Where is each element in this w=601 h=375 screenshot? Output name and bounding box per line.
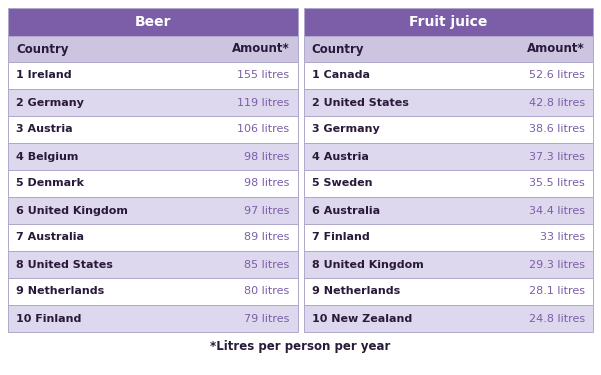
Text: 9 Netherlands: 9 Netherlands xyxy=(16,286,104,297)
Text: 80 litres: 80 litres xyxy=(244,286,290,297)
Text: 97 litres: 97 litres xyxy=(244,206,290,216)
Bar xyxy=(304,8,593,36)
Text: 6 United Kingdom: 6 United Kingdom xyxy=(16,206,128,216)
Text: 8 United States: 8 United States xyxy=(16,260,113,270)
Text: 85 litres: 85 litres xyxy=(244,260,290,270)
Text: 7 Australia: 7 Australia xyxy=(16,232,84,243)
Text: 98 litres: 98 litres xyxy=(244,152,290,162)
Text: 5 Denmark: 5 Denmark xyxy=(16,178,84,189)
Bar xyxy=(8,305,297,332)
Text: 52.6 litres: 52.6 litres xyxy=(529,70,585,81)
Bar xyxy=(304,36,593,62)
Bar xyxy=(8,36,297,62)
Text: 24.8 litres: 24.8 litres xyxy=(529,314,585,324)
Text: 106 litres: 106 litres xyxy=(237,124,290,135)
Bar xyxy=(8,116,297,143)
Text: 9 Netherlands: 9 Netherlands xyxy=(311,286,400,297)
Text: 98 litres: 98 litres xyxy=(244,178,290,189)
Bar xyxy=(304,305,593,332)
Bar xyxy=(8,89,297,116)
Bar xyxy=(304,62,593,89)
Text: 5 Sweden: 5 Sweden xyxy=(311,178,372,189)
Text: 79 litres: 79 litres xyxy=(244,314,290,324)
Bar xyxy=(304,251,593,278)
Text: 2 Germany: 2 Germany xyxy=(16,98,84,108)
Text: 119 litres: 119 litres xyxy=(237,98,290,108)
Text: 1 Ireland: 1 Ireland xyxy=(16,70,72,81)
Text: 33 litres: 33 litres xyxy=(540,232,585,243)
Bar xyxy=(8,8,297,36)
Bar xyxy=(8,170,297,197)
Text: Country: Country xyxy=(16,42,69,56)
Text: Fruit juice: Fruit juice xyxy=(409,15,487,29)
Bar xyxy=(8,251,297,278)
Text: 4 Austria: 4 Austria xyxy=(311,152,368,162)
Text: Amount*: Amount* xyxy=(232,42,290,56)
Text: 8 United Kingdom: 8 United Kingdom xyxy=(311,260,423,270)
Text: 7 Finland: 7 Finland xyxy=(311,232,369,243)
Bar xyxy=(304,197,593,224)
Bar xyxy=(304,143,593,170)
Text: 10 New Zealand: 10 New Zealand xyxy=(311,314,412,324)
Text: Beer: Beer xyxy=(135,15,171,29)
Bar xyxy=(8,197,297,224)
Bar xyxy=(8,62,297,89)
Text: Amount*: Amount* xyxy=(527,42,585,56)
Text: 155 litres: 155 litres xyxy=(237,70,290,81)
Bar xyxy=(8,143,297,170)
Text: 42.8 litres: 42.8 litres xyxy=(529,98,585,108)
Text: 3 Germany: 3 Germany xyxy=(311,124,379,135)
Text: 2 United States: 2 United States xyxy=(311,98,408,108)
Bar xyxy=(304,89,593,116)
Bar xyxy=(8,278,297,305)
Text: 4 Belgium: 4 Belgium xyxy=(16,152,78,162)
Text: 89 litres: 89 litres xyxy=(244,232,290,243)
Text: 37.3 litres: 37.3 litres xyxy=(529,152,585,162)
Text: 29.3 litres: 29.3 litres xyxy=(529,260,585,270)
Bar xyxy=(304,116,593,143)
Text: Country: Country xyxy=(311,42,364,56)
Text: *Litres per person per year: *Litres per person per year xyxy=(210,340,391,353)
Text: 35.5 litres: 35.5 litres xyxy=(529,178,585,189)
Text: 34.4 litres: 34.4 litres xyxy=(529,206,585,216)
Bar xyxy=(304,278,593,305)
Text: 10 Finland: 10 Finland xyxy=(16,314,81,324)
Text: 38.6 litres: 38.6 litres xyxy=(529,124,585,135)
Text: 1 Canada: 1 Canada xyxy=(311,70,370,81)
Text: 3 Austria: 3 Austria xyxy=(16,124,73,135)
Text: 6 Australia: 6 Australia xyxy=(311,206,380,216)
Text: 28.1 litres: 28.1 litres xyxy=(529,286,585,297)
Bar xyxy=(8,224,297,251)
Bar xyxy=(304,224,593,251)
Bar xyxy=(304,170,593,197)
